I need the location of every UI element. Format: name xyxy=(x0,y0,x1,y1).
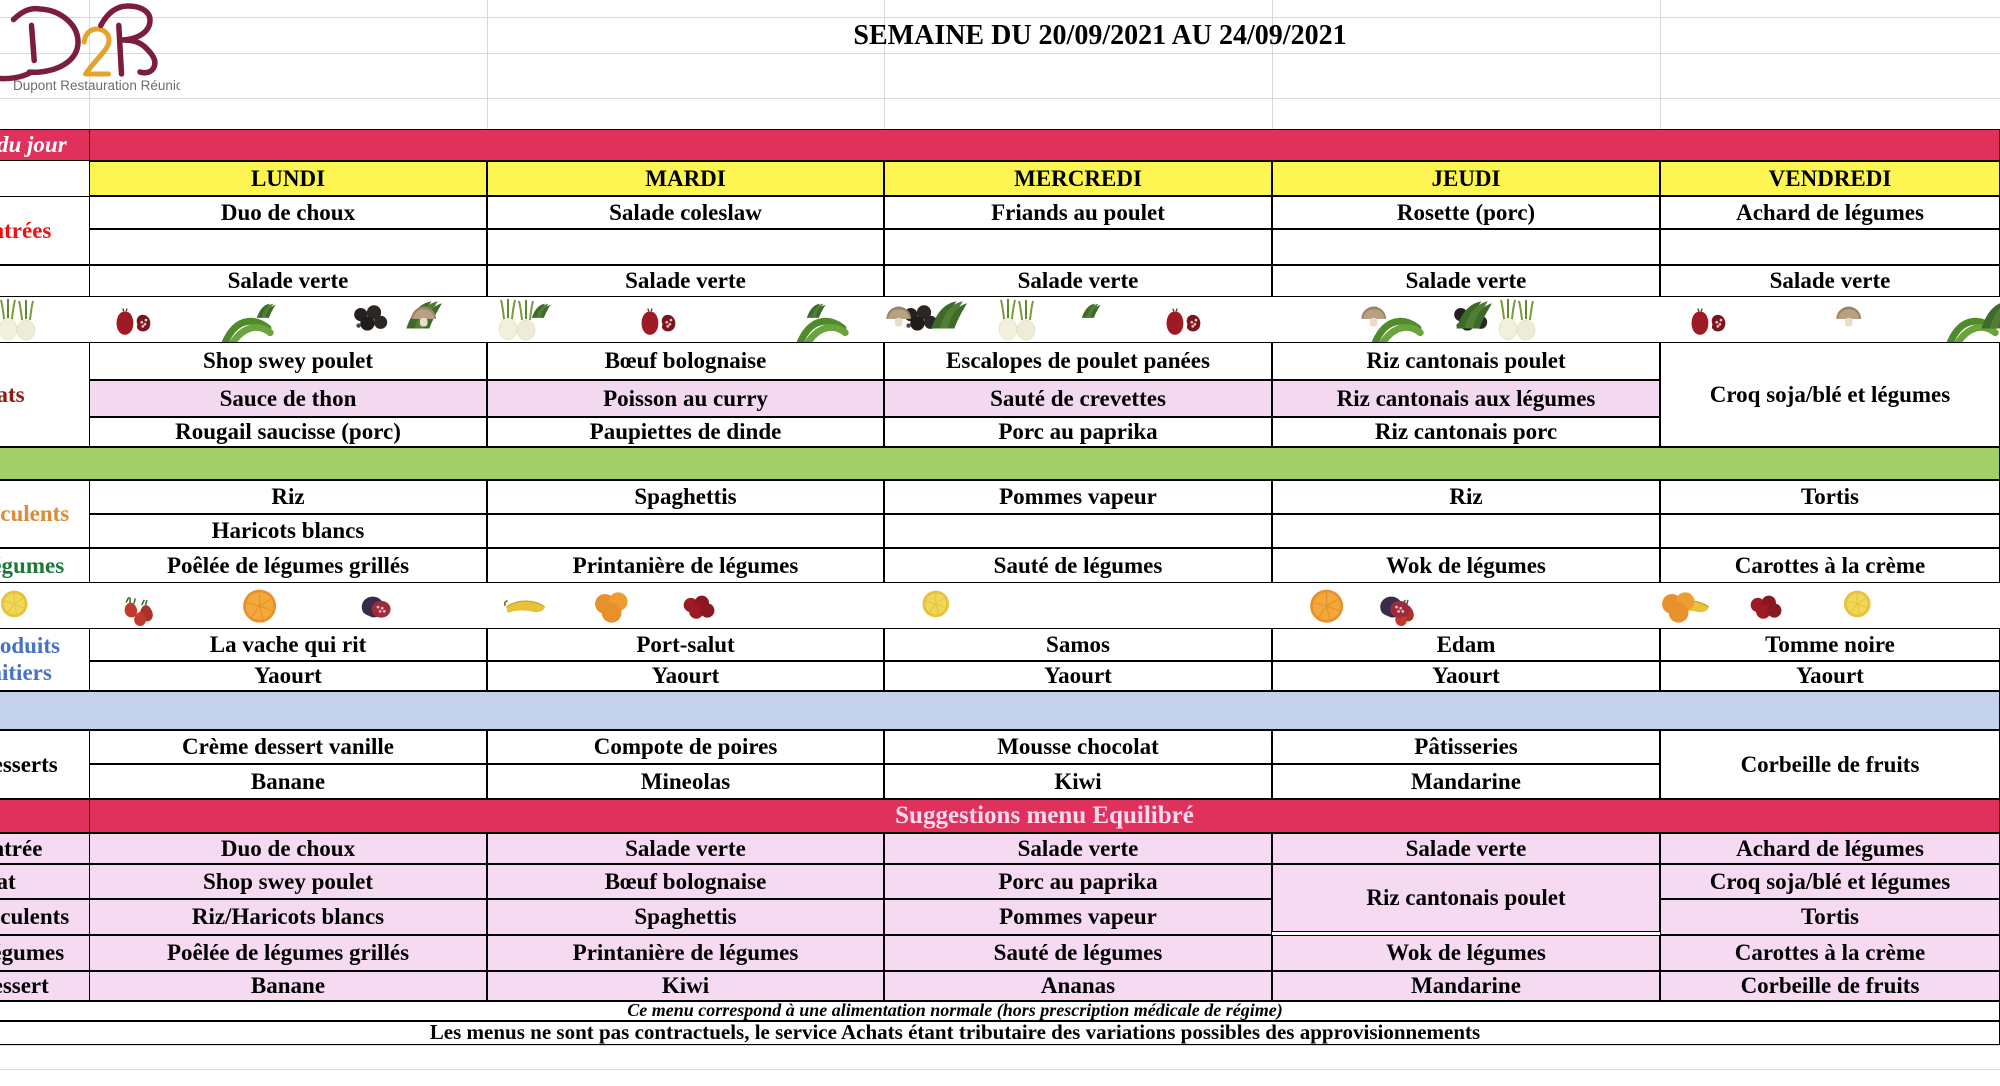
svg-text:Dupont Restauration Réunion: Dupont Restauration Réunion xyxy=(13,78,180,93)
